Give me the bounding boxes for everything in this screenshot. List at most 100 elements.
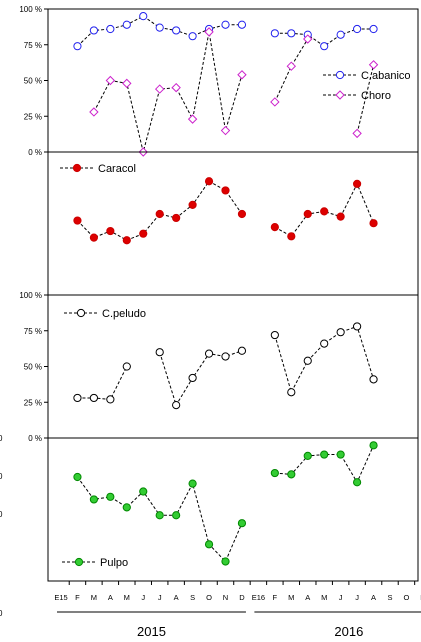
series-c-peludo [73, 322, 378, 410]
data-point [139, 487, 148, 496]
data-point [204, 177, 214, 186]
data-point [369, 441, 378, 450]
y-tick-label: 100 % [19, 291, 42, 300]
series-pulpo [73, 441, 378, 566]
data-point [320, 450, 329, 459]
panel-caracol: Caracol [47, 151, 419, 296]
data-point [89, 107, 99, 117]
data-point [221, 557, 230, 566]
data-point [155, 348, 164, 357]
data-point [303, 451, 312, 460]
legend-marker [72, 163, 82, 173]
legend-label: C.abanico [361, 70, 411, 82]
x-tick-label: S [190, 593, 195, 602]
data-point [303, 209, 312, 219]
clipped-axis-label: 0 [0, 472, 3, 481]
data-point [171, 82, 181, 93]
series-c-abanico [73, 12, 378, 51]
legend-entry: Choro [323, 90, 391, 102]
data-point [73, 42, 82, 51]
data-point [270, 330, 279, 340]
y-tick-label: 75 % [24, 41, 42, 50]
panels-layer: 0 % 25 % 50 % 75 % 100 % C.abanico Choro Caraco… [0, 5, 419, 618]
data-point [336, 212, 345, 221]
series-line [356, 64, 375, 134]
data-point [320, 207, 329, 216]
x-tick-label: M [321, 593, 327, 602]
clipped-axis-label: 0 [0, 510, 3, 519]
data-point [368, 60, 379, 70]
data-point [287, 232, 296, 241]
data-point [155, 209, 164, 219]
data-point [303, 34, 313, 44]
data-point [155, 511, 164, 520]
data-point [122, 362, 131, 371]
panel-pulpo: Pulpo [47, 437, 419, 582]
series-line [274, 325, 375, 394]
data-point [89, 26, 99, 35]
legend-marker [335, 90, 345, 100]
y-tick-label: 50 % [24, 363, 42, 372]
series-choro [89, 27, 379, 157]
legend-marker [76, 308, 86, 318]
data-point [237, 70, 247, 80]
data-point [188, 479, 197, 488]
y-tick-label: 50 % [24, 77, 42, 86]
data-point [353, 179, 362, 188]
legend-label: Caracol [98, 163, 136, 175]
series-line [159, 350, 243, 407]
data-point [286, 61, 297, 71]
data-point [369, 219, 378, 228]
x-tick-label: E16 [252, 593, 265, 602]
y-tick-label: 0 % [28, 434, 42, 443]
data-point [106, 24, 115, 34]
data-point [122, 78, 132, 89]
data-point [352, 128, 362, 139]
x-tick-label: J [141, 593, 145, 602]
x-tick-label: D [239, 593, 245, 602]
month-axis: E15FMAMJJASONDE16FMAMJJASOND20152016 [54, 581, 421, 639]
y-tick-label: 25 % [24, 112, 42, 121]
data-point [172, 511, 181, 520]
data-point [220, 125, 231, 136]
data-point [204, 27, 214, 37]
legend-label: Choro [361, 90, 391, 102]
series-line [93, 31, 243, 153]
data-point [303, 356, 312, 365]
data-point [155, 23, 164, 32]
data-point [270, 97, 280, 107]
data-point [106, 226, 115, 236]
x-tick-label: S [387, 593, 392, 602]
data-point [369, 375, 378, 384]
data-point [320, 42, 329, 51]
data-point [122, 20, 131, 29]
series-line [77, 15, 242, 47]
data-point [270, 468, 279, 478]
data-point [237, 519, 247, 528]
data-point [154, 84, 165, 94]
data-point [353, 478, 362, 487]
panel-top: 0 % 25 % 50 % 75 % 100 % C.abanico Choro [19, 5, 419, 157]
data-point [320, 339, 329, 348]
x-tick-label: E15 [54, 593, 67, 602]
legend-entry: Pulpo [62, 557, 128, 569]
x-tick-label: O [206, 593, 212, 602]
x-tick-label: F [75, 593, 80, 602]
x-tick-label: M [124, 593, 130, 602]
data-point [287, 388, 296, 397]
legend-marker [74, 557, 84, 567]
data-point [89, 233, 99, 242]
x-tick-label: A [305, 593, 310, 602]
legend-marker [335, 70, 345, 80]
y-tick-label: 25 % [24, 398, 42, 407]
data-point [221, 186, 230, 195]
clipped-axis-label: 0 [0, 434, 3, 443]
x-tick-label: A [371, 593, 376, 602]
y-tick-label: 100 % [19, 5, 42, 14]
x-tick-label: M [288, 593, 294, 602]
data-point [204, 349, 214, 358]
y-tick-label: 75 % [24, 327, 42, 336]
x-tick-label: O [404, 593, 410, 602]
series-line [77, 180, 243, 241]
